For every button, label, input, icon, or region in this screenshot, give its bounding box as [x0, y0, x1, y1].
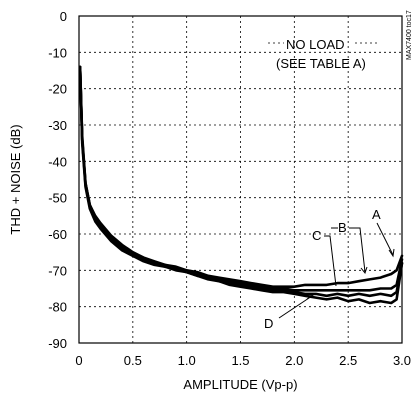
leader-line-b — [331, 227, 366, 273]
y-tick-labels: 0 -10 -20 -30 -40 -50 -60 -70 -80 -90 — [48, 9, 67, 351]
y-tick-label: -10 — [48, 45, 67, 60]
x-tick-label: 0.5 — [124, 353, 142, 368]
y-tick-label: -60 — [48, 227, 67, 242]
series-curves — [78, 65, 404, 305]
x-tick-label: 2.0 — [285, 353, 303, 368]
y-tick-label: -80 — [48, 300, 67, 315]
x-tick-label: 1.5 — [231, 353, 249, 368]
series-line-b — [78, 65, 404, 292]
y-tick-label: -40 — [48, 154, 67, 169]
plot-frame — [78, 15, 403, 344]
condition-label-line2: (SEE TABLE A) — [276, 56, 366, 71]
part-id-note: MAX7400 toc17 — [406, 10, 413, 60]
x-tick-labels: 0 0.5 1.0 1.5 2.0 2.5 3.0 — [75, 353, 411, 368]
curve-label-a: A — [372, 207, 381, 222]
y-tick-label: -50 — [48, 191, 67, 206]
curve-label-b: B — [338, 220, 347, 235]
y-tick-label: -30 — [48, 118, 67, 133]
x-axis-label: AMPLITUDE (Vp-p) — [183, 377, 297, 392]
leader-line-a — [376, 222, 394, 256]
grid-lines — [79, 16, 402, 343]
y-axis-label: THD + NOISE (dB) — [8, 124, 23, 234]
leader-arrow-d — [305, 293, 315, 300]
y-tick-label: -90 — [48, 336, 67, 351]
x-tick-label: 0 — [75, 353, 82, 368]
y-tick-label: -20 — [48, 82, 67, 97]
leader-arrow-a — [388, 248, 395, 258]
leader-line-d — [278, 295, 313, 319]
leader-line-c — [324, 235, 337, 287]
x-tick-label: 1.0 — [178, 353, 196, 368]
y-tick-label: -70 — [48, 263, 67, 278]
y-tick-label: 0 — [60, 9, 67, 24]
series-line-d — [78, 65, 404, 305]
curve-label-c: C — [312, 228, 321, 243]
x-tick-label: 2.5 — [339, 353, 357, 368]
curve-label-d: D — [264, 316, 273, 331]
series-line-c — [78, 65, 404, 298]
x-tick-label: 3.0 — [393, 353, 411, 368]
leader-arrow-b — [360, 266, 368, 275]
condition-label-line1: NO LOAD — [286, 37, 345, 52]
